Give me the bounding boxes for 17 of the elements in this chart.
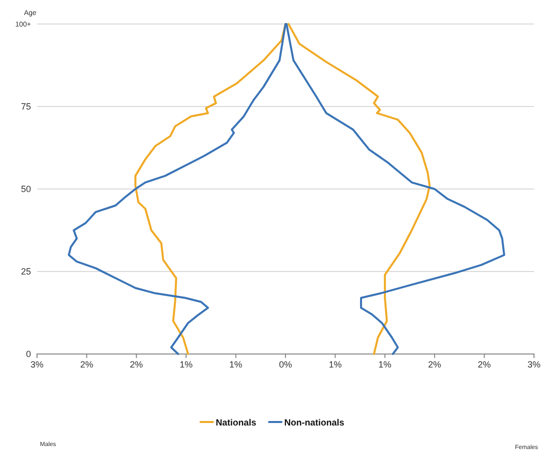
x-tick-label: 2% [428,359,442,370]
x-tick-label: 3% [527,359,541,370]
x-tick-label: 1% [328,359,342,370]
x-tick-label: 1% [229,359,242,370]
x-tick-label: 2% [478,359,491,370]
legend-label: Non-nationals [284,418,344,428]
x-tick-label: 0% [278,359,292,370]
y-tick-label: 75 [20,101,31,112]
x-tick-label: 1% [378,359,392,370]
y-tick-label: 0 [26,348,31,359]
x-tick-label: 2% [130,359,143,370]
x-tick-label: 1% [180,359,193,370]
y-tick-label: 50 [20,184,31,194]
y-tick-label: 25 [20,266,31,276]
x-tick-label: 2% [80,359,94,370]
legend-label: Nationals [216,418,256,428]
x-tick-label: 3% [30,359,44,370]
